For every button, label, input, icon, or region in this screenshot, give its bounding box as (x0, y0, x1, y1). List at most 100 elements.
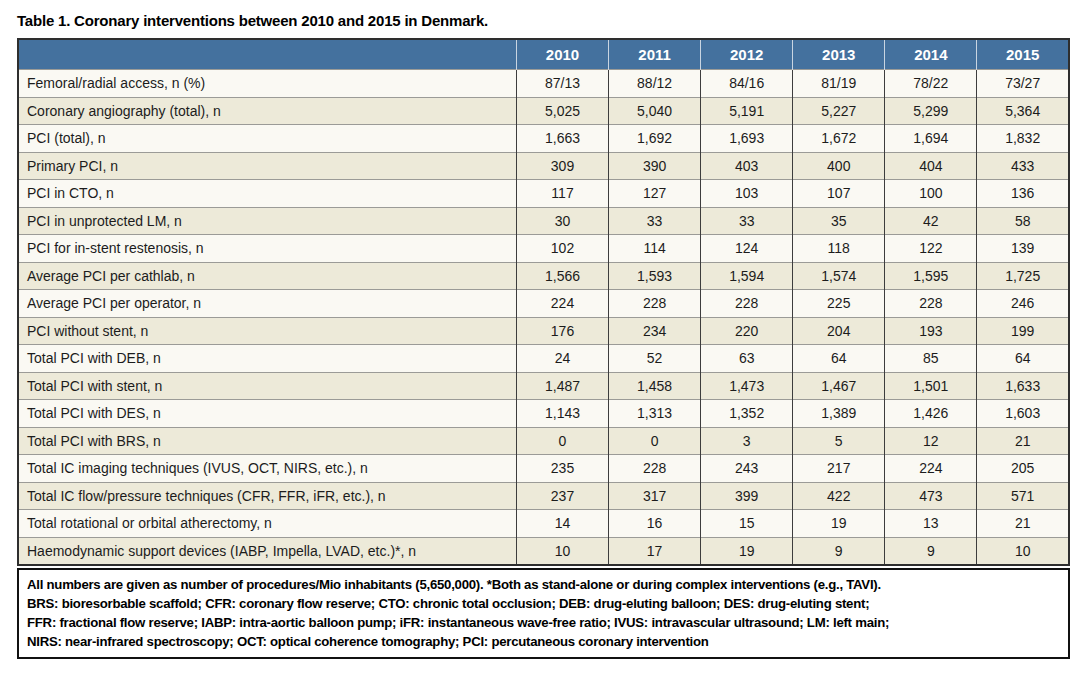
cell: 1,633 (977, 372, 1069, 400)
cell: 246 (977, 290, 1069, 318)
cell: 473 (885, 482, 977, 510)
cell: 73/27 (977, 70, 1069, 98)
cell: 136 (977, 180, 1069, 208)
cell: 100 (885, 180, 977, 208)
cell: 5,299 (885, 97, 977, 125)
cell: 1,595 (885, 262, 977, 290)
table-header-row: 2010 2011 2012 2013 2014 2015 (18, 39, 1069, 70)
cell: 9 (885, 537, 977, 565)
table-row: Average PCI per operator, n2242282282252… (18, 290, 1069, 318)
cell: 33 (701, 207, 793, 235)
cell: 5,227 (793, 97, 885, 125)
table-row: Total PCI with DEB, n245263648564 (18, 345, 1069, 373)
cell: 1,313 (609, 400, 701, 428)
table-row: Total PCI with DES, n1,1431,3131,3521,38… (18, 400, 1069, 428)
cell: 10 (516, 537, 608, 565)
row-label: PCI for in-stent restenosis, n (18, 235, 516, 263)
cell: 225 (793, 290, 885, 318)
cell: 199 (977, 317, 1069, 345)
cell: 19 (701, 537, 793, 565)
table-row: Total IC flow/pressure techniques (CFR, … (18, 482, 1069, 510)
cell: 58 (977, 207, 1069, 235)
cell: 5,364 (977, 97, 1069, 125)
table-row: Total PCI with BRS, n00351221 (18, 427, 1069, 455)
year-header: 2011 (609, 39, 701, 70)
cell: 224 (516, 290, 608, 318)
cell: 1,467 (793, 372, 885, 400)
cell: 1,458 (609, 372, 701, 400)
cell: 81/19 (793, 70, 885, 98)
cell: 234 (609, 317, 701, 345)
cell: 1,693 (701, 125, 793, 153)
table-row: Average PCI per cathlab, n1,5661,5931,59… (18, 262, 1069, 290)
row-label: Total PCI with BRS, n (18, 427, 516, 455)
cell: 13 (885, 510, 977, 538)
cell: 403 (701, 152, 793, 180)
cell: 122 (885, 235, 977, 263)
cell: 1,389 (793, 400, 885, 428)
cell: 0 (609, 427, 701, 455)
cell: 52 (609, 345, 701, 373)
page: Table 1. Coronary interventions between … (0, 0, 1084, 659)
cell: 14 (516, 510, 608, 538)
cell: 21 (977, 510, 1069, 538)
row-label: Total PCI with DES, n (18, 400, 516, 428)
cell: 127 (609, 180, 701, 208)
cell: 3 (701, 427, 793, 455)
cell: 224 (885, 455, 977, 483)
cell: 1,501 (885, 372, 977, 400)
table-row: Total rotational or orbital atherectomy,… (18, 510, 1069, 538)
table-row: Haemodynamic support devices (IABP, Impe… (18, 537, 1069, 565)
year-header: 2012 (701, 39, 793, 70)
row-label: Total rotational or orbital atherectomy,… (18, 510, 516, 538)
cell: 228 (609, 455, 701, 483)
cell: 12 (885, 427, 977, 455)
table-row: Femoral/radial access, n (%)87/1388/1284… (18, 70, 1069, 98)
table-row: PCI in unprotected LM, n303333354258 (18, 207, 1069, 235)
cell: 1,692 (609, 125, 701, 153)
footnote-line: All numbers are given as number of proce… (27, 575, 1060, 594)
cell: 87/13 (516, 70, 608, 98)
footnote-line: BRS: bioresorbable scaffold; CFR: corona… (27, 594, 1060, 613)
cell: 205 (977, 455, 1069, 483)
table-row: PCI in CTO, n117127103107100136 (18, 180, 1069, 208)
cell: 17 (609, 537, 701, 565)
cell: 78/22 (885, 70, 977, 98)
cell: 117 (516, 180, 608, 208)
year-header: 2014 (885, 39, 977, 70)
cell: 317 (609, 482, 701, 510)
cell: 1,603 (977, 400, 1069, 428)
year-header: 2015 (977, 39, 1069, 70)
row-label: Coronary angiography (total), n (18, 97, 516, 125)
footnote-line: NIRS: near-infrared spectroscopy; OCT: o… (27, 632, 1060, 651)
row-label: PCI in CTO, n (18, 180, 516, 208)
cell: 1,663 (516, 125, 608, 153)
cell: 24 (516, 345, 608, 373)
row-label: Total IC flow/pressure techniques (CFR, … (18, 482, 516, 510)
cell: 243 (701, 455, 793, 483)
cell: 1,594 (701, 262, 793, 290)
cell: 30 (516, 207, 608, 235)
row-label: Average PCI per cathlab, n (18, 262, 516, 290)
coronary-interventions-table: 2010 2011 2012 2013 2014 2015 Femoral/ra… (17, 38, 1070, 566)
cell: 1,426 (885, 400, 977, 428)
footnote-line: FFR: fractional flow reserve; IABP: intr… (27, 613, 1060, 632)
cell: 433 (977, 152, 1069, 180)
cell: 102 (516, 235, 608, 263)
cell: 228 (609, 290, 701, 318)
cell: 204 (793, 317, 885, 345)
cell: 422 (793, 482, 885, 510)
cell: 15 (701, 510, 793, 538)
cell: 88/12 (609, 70, 701, 98)
row-label: Total PCI with DEB, n (18, 345, 516, 373)
cell: 5,191 (701, 97, 793, 125)
cell: 19 (793, 510, 885, 538)
year-header: 2013 (793, 39, 885, 70)
cell: 63 (701, 345, 793, 373)
cell: 64 (793, 345, 885, 373)
cell: 10 (977, 537, 1069, 565)
cell: 64 (977, 345, 1069, 373)
cell: 1,143 (516, 400, 608, 428)
cell: 124 (701, 235, 793, 263)
cell: 84/16 (701, 70, 793, 98)
